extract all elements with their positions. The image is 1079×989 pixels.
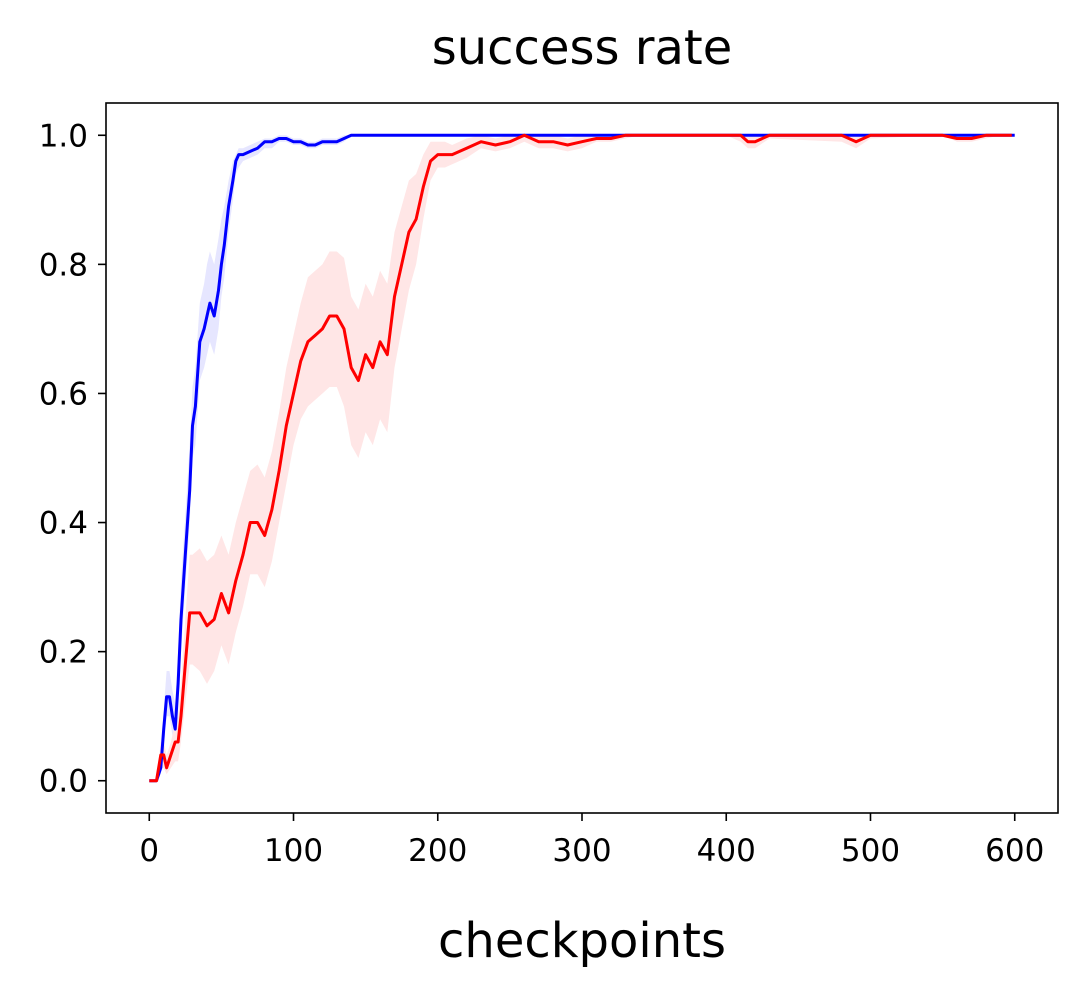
y-tick-label: 0.8 [39, 247, 88, 283]
series-1-band [149, 135, 1012, 781]
y-tick-label: 0.2 [39, 635, 88, 671]
x-axis-ticks: 0 100 200 300 400 500 600 [139, 813, 1044, 869]
x-tick-label: 600 [985, 833, 1044, 869]
y-tick-label: 1.0 [39, 118, 88, 154]
series-0-line [149, 133, 1015, 783]
x-axis-label: checkpoints [438, 913, 726, 969]
series-1-line [149, 133, 1012, 783]
y-tick-label: 0.6 [39, 376, 88, 412]
x-tick-label: 0 [139, 833, 159, 869]
series-lines [149, 133, 1015, 783]
x-tick-label: 200 [408, 833, 467, 869]
x-tick-label: 300 [552, 833, 611, 869]
y-tick-label: 0.0 [39, 764, 88, 800]
chart-title: success rate [432, 20, 733, 76]
x-tick-label: 100 [264, 833, 323, 869]
y-axis-ticks: 0.0 0.2 0.4 0.6 0.8 1.0 [39, 118, 106, 800]
y-tick-label: 0.4 [39, 506, 88, 542]
confidence-bands [149, 135, 1015, 781]
x-tick-label: 500 [841, 833, 900, 869]
x-tick-label: 400 [697, 833, 756, 869]
